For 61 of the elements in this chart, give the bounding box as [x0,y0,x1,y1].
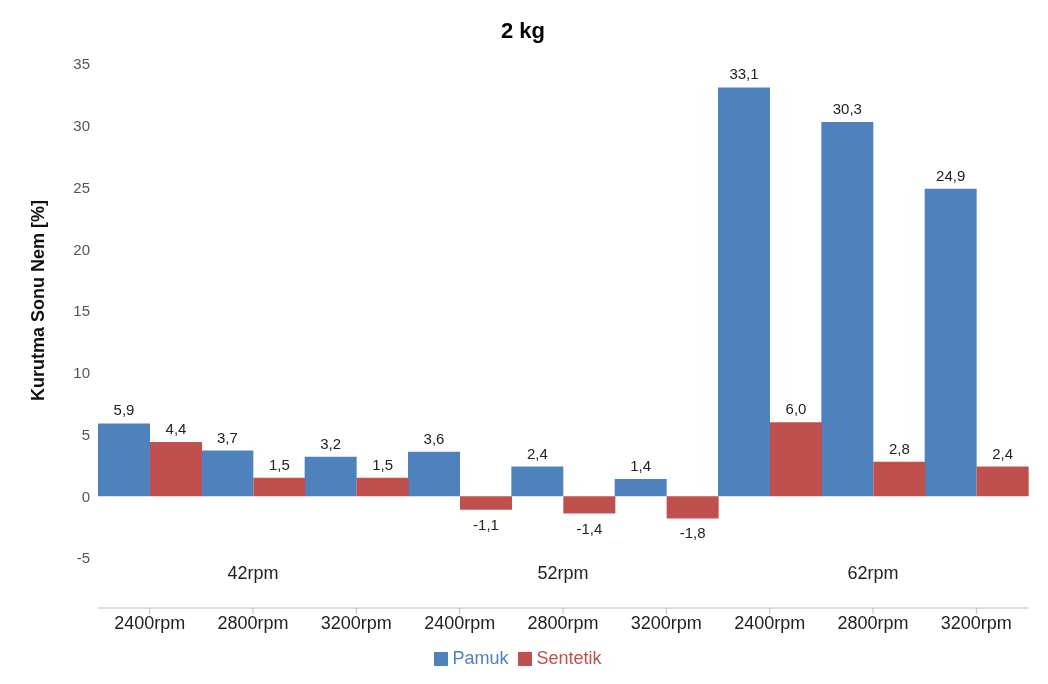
bar [718,87,770,497]
data-label: 33,1 [729,65,759,83]
bar [150,441,202,497]
bar [253,477,306,497]
x-tick-label: 2400rpm [424,612,496,633]
y-tick-label: 10 [73,364,90,382]
legend-label: Sentetik [536,648,602,668]
data-label: 1,5 [268,455,290,473]
bar [873,461,926,497]
x-tick-label: 2400rpm [734,612,806,633]
x-tick-label: 2800rpm [527,612,599,633]
data-label: 5,9 [113,401,135,419]
data-label: 4,4 [165,419,187,437]
data-label: 2,4 [992,444,1014,462]
text: 42rpm [227,562,279,583]
data-label: 1,5 [372,455,394,473]
bar [98,423,150,497]
bar [408,451,460,497]
y-tick-label: 35 [73,55,90,73]
x-tick-label: 2800rpm [217,612,289,633]
data-label: -1,4 [576,519,603,537]
data-label: 1,4 [630,456,652,474]
data-label: 3,7 [216,428,238,446]
bar [666,496,719,519]
data-label: 2,4 [526,444,548,462]
data-label: 6,0 [785,400,807,418]
bar [460,496,512,510]
legend-label: Pamuk [452,648,509,668]
bar [821,122,874,497]
x-tick-label: 2800rpm [837,612,909,633]
y-tick-label: 20 [73,240,90,258]
text: 52rpm [537,562,589,583]
x-tick-label: 3200rpm [320,612,392,633]
text: 62rpm [847,562,899,583]
bar [770,422,822,497]
y-tick-label: 5 [81,425,90,443]
x-tick-label: 3200rpm [940,612,1012,633]
y-axis-title: Kurutma Sonu Nem [%] [28,199,49,401]
bar [924,188,977,497]
y-tick-label: 15 [73,302,90,320]
bar [304,456,357,497]
bar [356,477,409,497]
bar [563,496,616,514]
bar [614,478,667,497]
data-label: 3,6 [423,429,445,447]
data-label: -1,8 [679,524,706,542]
x-tick-label: 2400rpm [114,612,186,633]
y-tick-label: 0 [81,487,90,505]
data-label: 24,9 [936,166,966,184]
data-label: -1,1 [473,515,499,533]
data-label: 30,3 [832,100,862,118]
bar [511,466,564,497]
y-tick-label: -5 [76,549,90,567]
data-label: 3,2 [320,434,342,452]
y-tick-label: 30 [73,117,90,135]
bar [201,450,254,497]
data-label: 2,8 [888,439,910,457]
bar [976,466,1029,497]
y-tick-label: 25 [73,178,90,196]
x-tick-label: 3200rpm [630,612,702,633]
chart-title: 2 kg [500,17,546,45]
